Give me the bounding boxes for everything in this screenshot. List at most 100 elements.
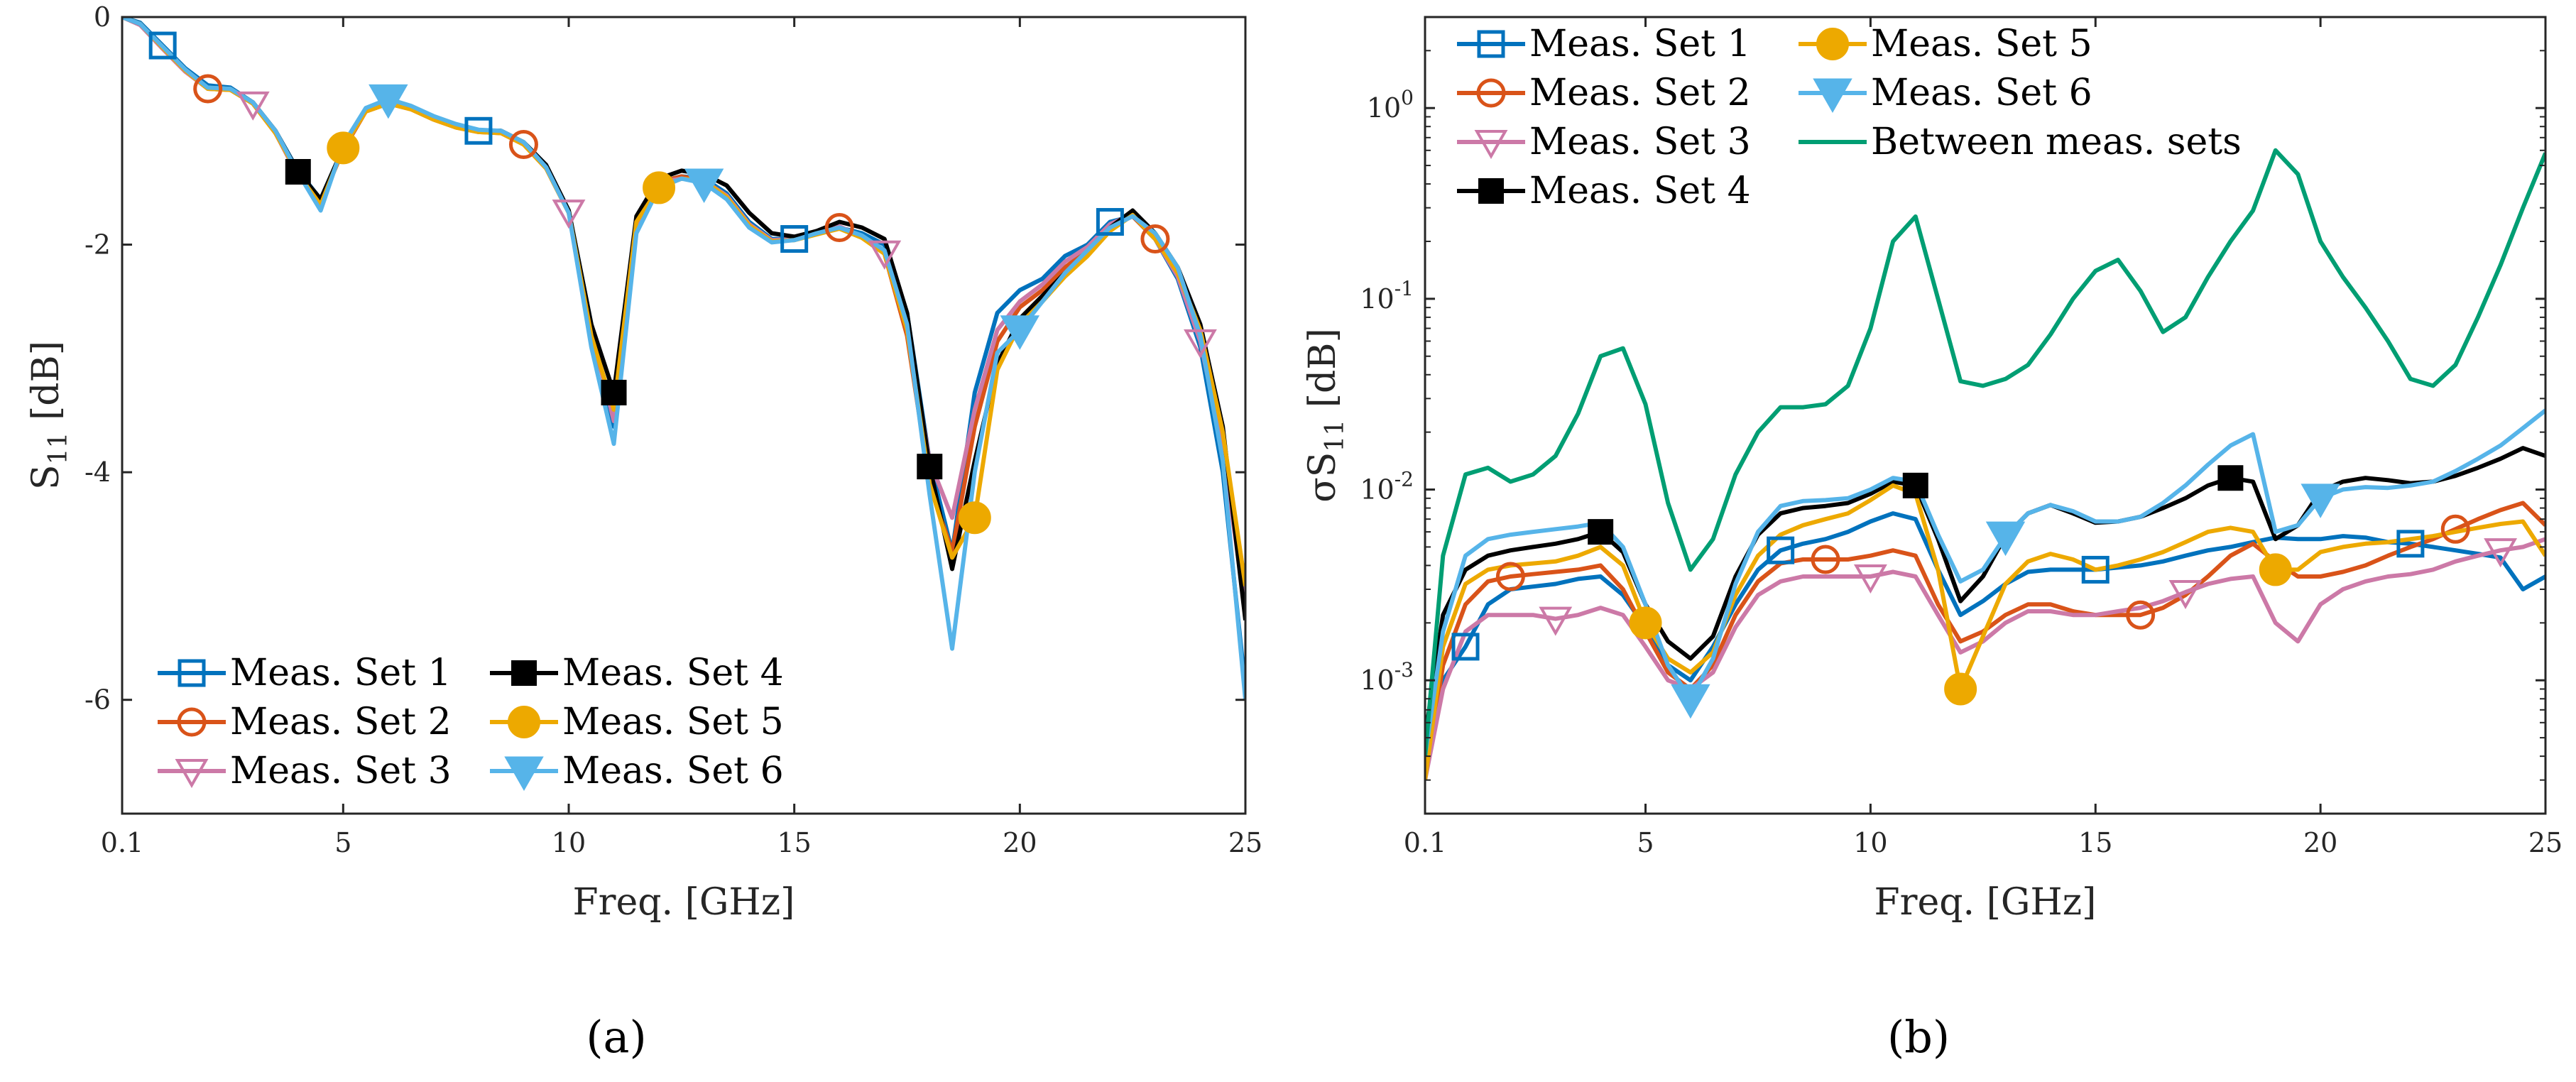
panel-b-marker-meas-set-5	[1629, 606, 1662, 640]
panel-a-marker-meas-set-1	[148, 31, 177, 60]
panel-b-series	[1425, 148, 2545, 781]
legend-label: Meas. Set 6	[1871, 72, 2092, 114]
caption-b: (b)	[1887, 1011, 1950, 1063]
panel-a-xtick-label: 10	[552, 827, 586, 858]
panel-b-xtick-label: 5	[1637, 827, 1654, 858]
panel-a-marker-meas-set-3	[868, 240, 902, 270]
panel-a-marker-meas-set-1	[780, 225, 809, 253]
panel-a-legend-item-meas-set-2: Meas. Set 2	[158, 701, 452, 743]
panel-a-ytick-label: -4	[84, 457, 111, 488]
panel-a-marker-meas-set-4	[285, 158, 311, 185]
panel-a-xlabel: Freq. [GHz]	[573, 881, 795, 924]
legend-marker	[1477, 30, 1505, 58]
legend-marker	[178, 659, 206, 687]
panel-a-marker-meas-set-5	[327, 131, 360, 165]
panel-a-marker-meas-set-2	[508, 130, 538, 160]
panel-a: 0.1 5 10 15 20 25 0 -2 -4 -6 Freq. [GHz] S11 [dB]…	[25, 1, 1262, 1063]
panel-a-xtick-label: 15	[777, 827, 811, 858]
panel-b-marker-meas-set-2	[1811, 545, 1840, 574]
panel-b-marker-meas-set-1	[1767, 536, 1795, 564]
legend-label: Meas. Set 3	[1529, 121, 1751, 163]
panel-b-marker-meas-set-1	[2396, 530, 2425, 558]
legend-marker	[508, 706, 540, 738]
panel-b-marker-meas-set-4	[1902, 472, 1928, 498]
panel-a-xtick-label: 0.1	[101, 827, 143, 858]
panel-a-xtick-label: 5	[334, 827, 351, 858]
panel-a-marker-meas-set-3	[1184, 329, 1217, 359]
panel-a-legend-item-meas-set-6: Meas. Set 6	[490, 750, 784, 792]
panel-b-marker-meas-set-5	[1944, 672, 1977, 706]
panel-b-legend-item-between-meas-sets: Between meas. sets	[1799, 121, 2242, 163]
panel-b-ytick-label: 10-2	[1360, 468, 1414, 506]
panel-a-marker-meas-set-6	[684, 168, 724, 204]
panel-a-marker-meas-set-6	[1000, 315, 1040, 350]
panel-b-legend-item-meas-set-5: Meas. Set 5	[1799, 23, 2092, 65]
panel-b-xtick-label: 15	[2078, 827, 2112, 858]
panel-a-xtick-label: 25	[1228, 827, 1262, 858]
panel-a-line-meas-set-6	[122, 17, 1245, 700]
legend-label: Meas. Set 4	[1529, 170, 1751, 212]
panel-a-marker-meas-set-2	[824, 213, 854, 243]
panel-a-marker-meas-set-1	[1096, 208, 1124, 236]
panel-a-ytick-label: 0	[94, 1, 111, 33]
panel-a-series	[122, 17, 1245, 700]
panel-a-marker-meas-set-6	[369, 84, 408, 119]
panel-a-legend-item-meas-set-1: Meas. Set 1	[158, 652, 452, 694]
panel-b-ytick-label: 100	[1367, 86, 1414, 124]
panel-b-marker-meas-set-1	[1451, 633, 1480, 661]
legend-label: Meas. Set 5	[562, 701, 784, 743]
legend-label: Meas. Set 1	[230, 652, 452, 694]
panel-a-line-meas-set-5	[122, 17, 1245, 586]
panel-a-xtick-label: 20	[1003, 827, 1037, 858]
panel-a-axes-box	[121, 16, 1247, 815]
panel-b-legend-item-meas-set-6: Meas. Set 6	[1799, 72, 2092, 114]
panel-b-marker-meas-set-3	[2168, 579, 2203, 610]
panel-b-legend-item-meas-set-4: Meas. Set 4	[1457, 170, 1751, 212]
panel-a-marker-meas-set-5	[958, 501, 991, 535]
panel-b-line-between-meas-sets	[1425, 148, 2545, 757]
panel-b-marker-meas-set-3	[1853, 564, 1887, 594]
panel-a-marker-meas-set-1	[464, 116, 493, 145]
panel-a-legend-item-meas-set-4: Meas. Set 4	[490, 652, 784, 694]
panel-a-ytick-label: -2	[84, 229, 111, 261]
legend-label: Meas. Set 4	[562, 652, 784, 694]
legend-marker	[1476, 78, 1506, 108]
panel-a-legend-item-meas-set-5: Meas. Set 5	[490, 701, 784, 743]
legend-label: Between meas. sets	[1871, 121, 2242, 163]
panel-b-ticks: 0.1 5 10 15 20 25 10-3 10-2 10-1 100	[1360, 16, 2563, 858]
panel-b-marker-meas-set-3	[1539, 606, 1573, 636]
panel-b-marker-meas-set-6	[2301, 483, 2340, 518]
panel-a-marker-meas-set-3	[236, 91, 270, 121]
panel-b-marker-meas-set-2	[1495, 562, 1525, 591]
panel-b-marker-meas-set-6	[1671, 684, 1710, 719]
panel-b-marker-meas-set-6	[1985, 521, 2026, 557]
panel-a-markers	[148, 31, 1217, 535]
panel-b-marker-meas-set-3	[2484, 538, 2518, 568]
panel-b-legend-item-meas-set-3: Meas. Set 3	[1457, 121, 1751, 163]
panel-b-marker-meas-set-4	[2217, 465, 2244, 491]
panel-b-ylabel: σS11 [dB]	[1301, 328, 1350, 503]
panel-b-marker-meas-set-2	[2440, 514, 2470, 544]
legend-label: Meas. Set 6	[562, 750, 784, 792]
legend-marker	[511, 660, 537, 686]
panel-b-ytick-label: 10-3	[1360, 658, 1414, 696]
panel-a-ylabel: S11 [dB]	[25, 341, 73, 490]
panel-b-legend-item-meas-set-2: Meas. Set 2	[1457, 72, 1751, 114]
panel-b-legend-item-meas-set-1: Meas. Set 1	[1457, 23, 1751, 65]
panel-b-xtick-label: 10	[1853, 827, 1887, 858]
panel-a-marker-meas-set-4	[917, 454, 943, 480]
legend-marker	[504, 756, 544, 792]
panel-b-legend: Meas. Set 1 Meas. Set 2 Meas. Set 3 Meas. S…	[1457, 23, 2242, 212]
panel-b-xtick-label: 20	[2303, 827, 2337, 858]
panel-b-markers	[1451, 465, 2518, 719]
panel-a-ticks: 0.1 5 10 15 20 25 0 -2 -4 -6	[84, 1, 1262, 858]
legend-marker	[1816, 28, 1849, 60]
legend-marker	[1474, 130, 1508, 160]
panel-b-xtick-label: 25	[2528, 827, 2563, 858]
legend-label: Meas. Set 5	[1871, 23, 2092, 65]
panel-b-xtick-label: 0.1	[1404, 827, 1446, 858]
panel-b-marker-meas-set-1	[2081, 555, 2110, 584]
panel-b-line-meas-set-1	[1425, 511, 2545, 757]
panel-a-ytick-label: -6	[84, 684, 111, 716]
